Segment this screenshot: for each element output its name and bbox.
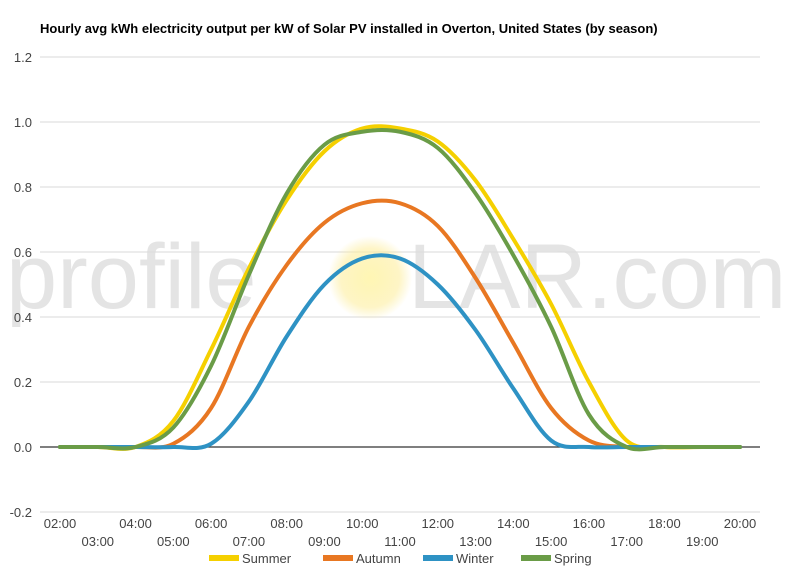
watermark: profile LAR.com <box>6 226 786 328</box>
y-tick-label: 1.0 <box>14 115 32 130</box>
legend-label-spring: Spring <box>554 551 592 566</box>
y-tick-label: 0.0 <box>14 440 32 455</box>
x-tick-label: 20:00 <box>724 516 757 531</box>
x-tick-label: 15:00 <box>535 534 568 549</box>
x-tick-label: 11:00 <box>384 534 416 549</box>
legend: Summer Autumn Winter Spring <box>209 551 592 566</box>
watermark-text-left: profile <box>6 226 257 328</box>
x-tick-label: 02:00 <box>44 516 77 531</box>
legend-swatch-winter <box>423 555 453 561</box>
x-tick-label: 18:00 <box>648 516 681 531</box>
x-tick-label: 07:00 <box>233 534 266 549</box>
chart-title: Hourly avg kWh electricity output per kW… <box>40 21 658 36</box>
legend-swatch-autumn <box>323 555 353 561</box>
x-tick-label: 08:00 <box>270 516 303 531</box>
series-line-summer <box>58 124 742 451</box>
x-tick-label: 17:00 <box>610 534 643 549</box>
x-tick-label: 19:00 <box>686 534 719 549</box>
x-axis: 02:00 04:00 06:00 08:00 10:00 12:00 14:00 16:00… <box>44 516 757 549</box>
series-lines <box>58 124 742 452</box>
legend-label-winter: Winter <box>456 551 494 566</box>
x-tick-label: 05:00 <box>157 534 190 549</box>
legend-swatch-summer <box>209 555 239 561</box>
y-tick-label: 0.8 <box>14 180 32 195</box>
legend-swatch-spring <box>521 555 551 561</box>
x-tick-label: 09:00 <box>308 534 341 549</box>
x-tick-label: 14:00 <box>497 516 530 531</box>
watermark-text-right: LAR.com <box>408 226 786 328</box>
x-tick-label: 03:00 <box>82 534 115 549</box>
watermark-sun-icon <box>328 236 412 320</box>
y-tick-label: 0.2 <box>14 375 32 390</box>
x-tick-label: 12:00 <box>422 516 455 531</box>
legend-label-autumn: Autumn <box>356 551 401 566</box>
y-tick-label: -0.2 <box>10 505 32 520</box>
y-tick-label: 1.2 <box>14 50 32 65</box>
x-tick-label: 13:00 <box>459 534 492 549</box>
x-tick-label: 04:00 <box>119 516 152 531</box>
series-line-spring <box>58 127 742 452</box>
x-tick-label: 16:00 <box>573 516 606 531</box>
y-axis: -0.2 0.0 0.2 0.4 0.6 0.8 1.0 1.2 <box>10 50 32 520</box>
legend-label-summer: Summer <box>242 551 292 566</box>
y-tick-label: 0.4 <box>14 310 32 325</box>
x-tick-label: 06:00 <box>195 516 228 531</box>
x-tick-label: 10:00 <box>346 516 379 531</box>
y-tick-label: 0.6 <box>14 245 32 260</box>
